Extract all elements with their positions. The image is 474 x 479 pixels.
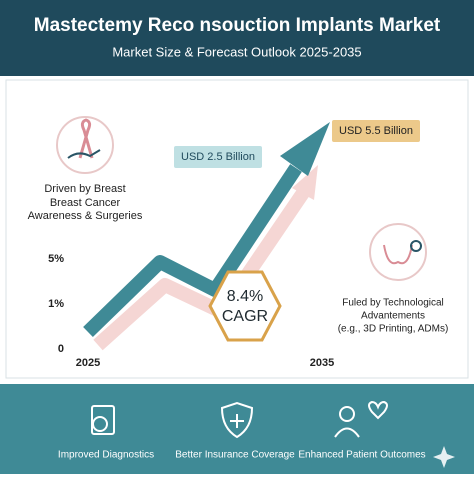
y-label: 0	[58, 343, 64, 355]
callout-box	[174, 146, 262, 168]
right-note-line: Fuled by Technological	[342, 298, 444, 309]
gear	[410, 240, 422, 252]
callout: USD 2.5 Billion	[181, 151, 255, 163]
hand	[67, 149, 101, 159]
left-note-line: Breast Cancer	[50, 197, 121, 209]
cagr-value: 8.4%	[227, 288, 263, 305]
trend-arrow	[83, 164, 302, 338]
left-note-line: Awareness & Surgeries	[28, 210, 143, 222]
cagr-badge	[208, 270, 282, 342]
title: Mastectemy Reco nsouction Implants Marke…	[34, 15, 441, 36]
cagr-label: CAGR	[222, 308, 268, 325]
callout: USD 5.5 Billion	[339, 125, 413, 137]
footer-bar	[0, 384, 474, 474]
ribbon	[78, 118, 94, 159]
footer-label: Enhanced Patient Outcomes	[298, 450, 425, 461]
y-label: 1%	[48, 298, 64, 310]
arrowhead	[280, 122, 330, 176]
tech-shape	[383, 244, 413, 265]
footer-label: Better Insurance Coverage	[175, 450, 295, 461]
right-note-line: (e.g., 3D Printing, ADMs)	[338, 324, 449, 335]
left-note-line: Driven by Breast	[44, 183, 125, 195]
y-label: 5%	[48, 253, 64, 265]
header-bar	[0, 0, 474, 76]
subtitle: Market Size & Forecast Outlook 2025-2035	[112, 44, 361, 59]
x-label: 2025	[76, 357, 100, 369]
shadow-trend	[93, 186, 311, 351]
footer-icon	[334, 427, 360, 438]
footer-label: Improved Diagnostics	[58, 450, 154, 461]
footer-icon	[91, 405, 115, 435]
tech-icon	[369, 223, 427, 281]
footer-icon	[368, 400, 388, 420]
footer-icon	[339, 406, 355, 422]
right-note-line: Advantements	[361, 311, 425, 322]
x-label: 2035	[310, 357, 334, 369]
footer-icon	[92, 416, 108, 432]
shadow-arrowhead	[292, 165, 318, 200]
footer-icon	[230, 414, 244, 428]
callout-box	[332, 120, 420, 142]
sparkle	[433, 446, 455, 468]
footer-icon	[220, 401, 254, 439]
